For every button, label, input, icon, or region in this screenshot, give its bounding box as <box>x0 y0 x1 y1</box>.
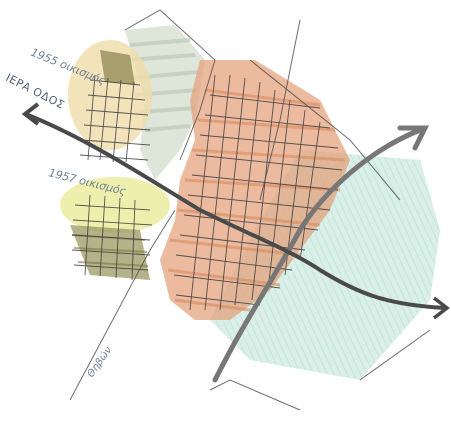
sage-area <box>125 25 205 180</box>
sketch-outlines <box>69 9 431 411</box>
sacred-way-arrow-west <box>21 102 40 126</box>
gray-arterial-road <box>212 127 423 383</box>
sacred-way-road <box>26 113 447 310</box>
street-grid <box>71 74 343 311</box>
olive-area-1955 <box>100 50 135 85</box>
green-area <box>210 150 440 380</box>
label-thebes-road: Θηβών <box>85 344 115 380</box>
sacred-way-arrow-east <box>432 296 450 320</box>
gray-road-arrowhead <box>397 125 430 151</box>
yellow-area <box>60 177 170 233</box>
